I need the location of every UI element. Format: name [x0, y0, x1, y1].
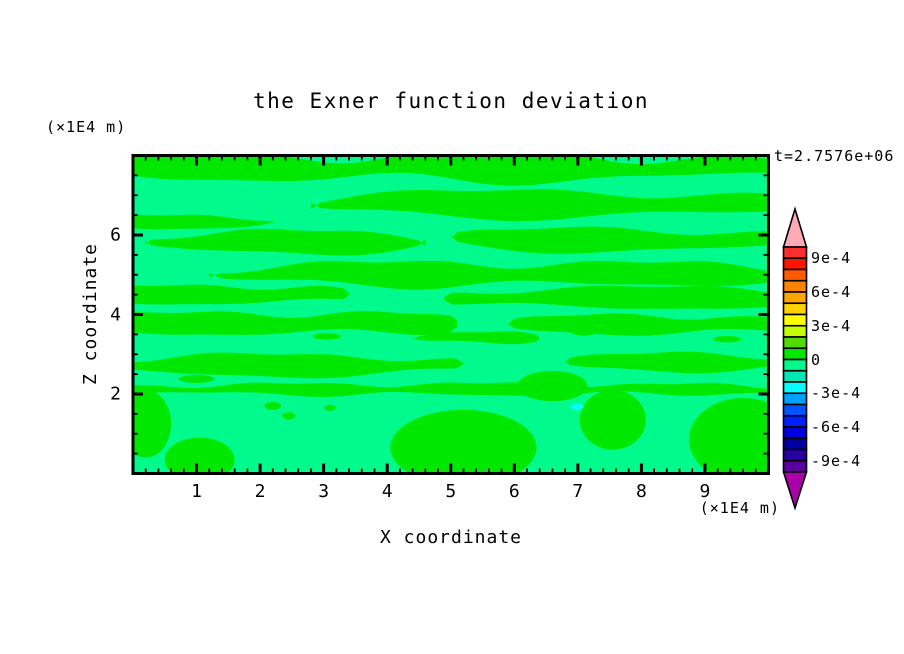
contour-band-positive: [444, 285, 769, 309]
x-tick-label: 1: [191, 481, 202, 502]
colorbar-segment: [782, 257, 808, 271]
x-tick-label: 5: [445, 481, 457, 502]
colorbar-segment: [782, 414, 808, 428]
contour-blob-positive: [324, 405, 336, 411]
contour-blob-positive: [282, 412, 296, 420]
contour-band-positive: [133, 311, 458, 336]
contour-band-positive: [565, 351, 769, 374]
colorbar-tick-label: 3e-4: [811, 316, 852, 335]
contour-band-positive: [412, 331, 540, 345]
x-axis-unit-label: (×1E4 m): [699, 499, 780, 517]
colorbar-tick-label: -3e-4: [811, 384, 862, 403]
contour-blob-positive: [178, 374, 215, 383]
colorbar-tick-label: 6e-4: [811, 283, 852, 301]
colorbar-segment: [782, 381, 808, 395]
colorbar-segment: [782, 313, 808, 327]
x-tick-label: 2: [254, 481, 266, 502]
colorbar-tick-label: 9e-4: [811, 249, 852, 268]
colorbar-segment: [782, 448, 808, 462]
x-tick-label: 8: [635, 481, 647, 502]
y-axis-unit-label: (×1E4 m): [46, 118, 127, 136]
y-tick-label: 2: [110, 383, 121, 405]
x-tick-label: 3: [318, 481, 330, 502]
contour-band-positive: [209, 260, 769, 290]
colorbar-segment: [782, 268, 808, 282]
contour-band-positive: [145, 228, 426, 256]
colorbar-tick-label: -9e-4: [811, 451, 862, 470]
y-tick-label: 6: [110, 224, 121, 246]
x-tick-label: 9: [699, 481, 711, 502]
contour-blob-positive: [713, 335, 742, 343]
contour-band-positive: [133, 155, 769, 186]
colorbar-segment: [782, 279, 808, 293]
colorbar-segment: [782, 403, 808, 417]
plot-border: [131, 154, 770, 475]
colorbar-segment: [782, 324, 808, 338]
x-axis-title: X coordinate: [379, 527, 523, 548]
x-tick-label: 4: [381, 481, 393, 502]
y-tick-label: 4: [110, 304, 121, 325]
colorbar-segment: [782, 358, 808, 372]
colorbar-segment: [782, 426, 808, 440]
contour-blob-positive: [133, 390, 172, 458]
colorbar-segment: [782, 291, 808, 305]
contour-blob-positive: [579, 390, 646, 450]
contour-band-positive: [133, 382, 769, 397]
colorbar-segment: [782, 437, 808, 451]
contour-band-positive: [507, 313, 769, 336]
contour-band-positive: [133, 284, 350, 305]
time-annotation: t=2.7576e+06: [774, 147, 895, 165]
colorbar-over-arrow: [782, 206, 808, 248]
contour-band-positive: [133, 214, 273, 230]
colorbar-segment: [782, 302, 808, 316]
contour-band-positive: [450, 226, 769, 254]
colorbar-segment: [782, 459, 808, 473]
x-tick-label: 6: [508, 481, 520, 502]
colorbar-under-arrow: [782, 471, 808, 511]
colorbar-segment: [782, 336, 808, 350]
colorbar-segment: [782, 392, 808, 406]
contour-spot-cyan: [570, 403, 584, 410]
contour-blob-positive: [571, 329, 597, 336]
contour-field: [133, 155, 769, 474]
colorbar-segment: [782, 369, 808, 383]
contour-blob-positive: [517, 370, 588, 402]
contour-blob-positive: [312, 333, 341, 340]
contour-blob-positive: [264, 401, 282, 410]
colorbar-tick-label: -6e-4: [811, 418, 862, 436]
colorbar-segment: [782, 347, 808, 361]
contour-blob-positive: [390, 409, 537, 474]
colorbar-segment: [782, 246, 808, 260]
contour-blob-positive: [164, 437, 235, 474]
contour-blob-positive: [689, 397, 769, 474]
contour-band-positive: [310, 189, 769, 222]
contour-band-positive: [133, 352, 464, 379]
x-tick-label: 7: [572, 481, 584, 502]
colorbar-tick-label: 0: [811, 350, 822, 369]
chart-title: the Exner function deviation: [252, 89, 649, 113]
